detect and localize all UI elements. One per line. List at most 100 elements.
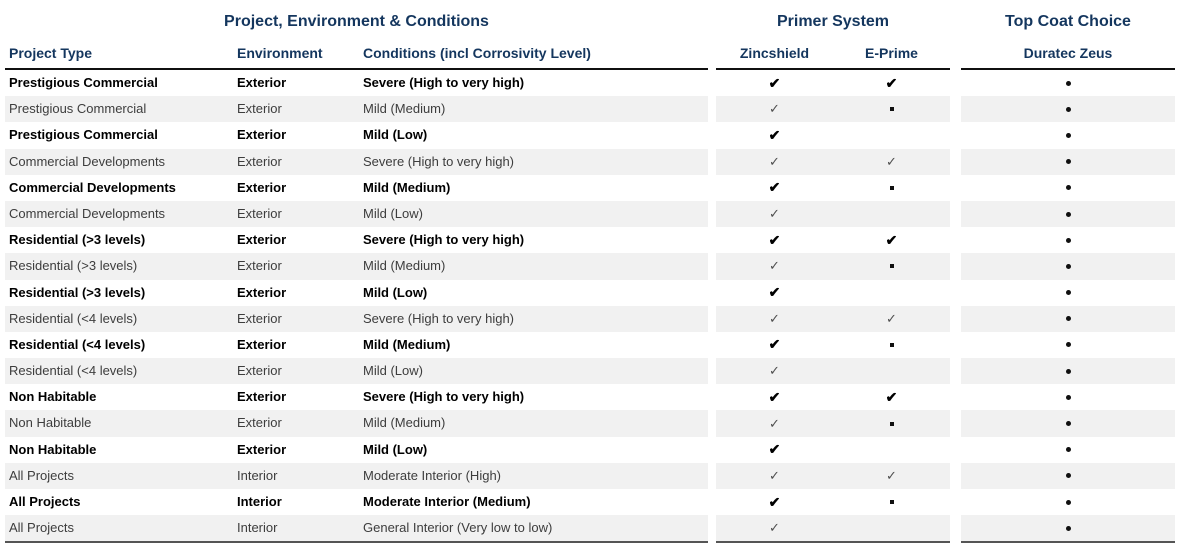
cell-zincshield: ✓ [716, 201, 833, 227]
row-left-section: Residential (<4 levels) Exterior Severe … [5, 305, 708, 332]
row-primer-section: ✔ [716, 489, 950, 515]
check-icon: ✔ [768, 74, 781, 91]
cell-eprime: ✔ [833, 384, 950, 410]
row-topcoat-section [961, 148, 1175, 175]
cell-conditions: Mild (Medium) [363, 258, 446, 274]
group-header-topcoat-section: Top Coat Choice [961, 12, 1175, 32]
row-primer-section: ✔ [716, 175, 950, 201]
row-topcoat-section [961, 122, 1175, 148]
square-icon [889, 185, 894, 190]
cell-project-type: All Projects [9, 520, 75, 536]
cell-zincshield: ✓ [716, 358, 833, 384]
row-primer-section: ✓ [716, 253, 950, 280]
cell-zincshield: ✓ [716, 515, 833, 541]
cell-zincshield: ✔ [716, 175, 833, 201]
section-gap [708, 45, 716, 70]
check-icon: ✔ [768, 493, 781, 510]
column-header-project-type: Project Type [9, 45, 92, 61]
cell-conditions: Mild (Medium) [363, 415, 446, 431]
table-row: All Projects Interior Moderate Interior … [0, 462, 1180, 489]
check-icon: ✔ [885, 74, 898, 91]
bullet-icon [1065, 368, 1071, 374]
bullet-icon [1065, 525, 1071, 531]
cell-conditions: Mild (Medium) [363, 336, 451, 352]
bullet-icon [1065, 290, 1071, 296]
check-icon: ✓ [769, 415, 780, 431]
column-header-environment: Environment [237, 45, 323, 61]
table-row: Commercial Developments Exterior Mild (L… [0, 200, 1180, 228]
row-topcoat-section [961, 437, 1175, 463]
check-icon: ✓ [886, 153, 897, 169]
cell-zincshield: ✓ [716, 306, 833, 332]
cell-duratec-zeus [961, 201, 1175, 227]
section-gap [708, 149, 716, 175]
cell-environment: Exterior [237, 127, 287, 143]
cell-zincshield: ✔ [716, 70, 833, 96]
row-left-section: Commercial Developments Exterior Mild (M… [5, 175, 708, 201]
row-left-section: Non Habitable Exterior Mild (Low) [5, 437, 708, 463]
cell-duratec-zeus [961, 96, 1175, 122]
cell-project-type: Non Habitable [9, 441, 97, 457]
section-gap [708, 306, 716, 332]
cell-environment: Exterior [237, 179, 287, 195]
cell-project-type: Non Habitable [9, 389, 97, 405]
table-row: All Projects Interior Moderate Interior … [0, 489, 1180, 515]
bullet-icon [1065, 237, 1071, 243]
row-primer-section: ✓ ✓ [716, 462, 950, 489]
bullet-icon [1065, 316, 1071, 322]
cell-eprime [833, 96, 950, 122]
table-row: Non Habitable Exterior Mild (Medium) ✓ [0, 410, 1180, 437]
table-bottom-rule [0, 541, 1180, 544]
cell-project-type: Residential (<4 levels) [9, 363, 138, 379]
cell-conditions: General Interior (Very low to low) [363, 520, 553, 536]
section-gap [708, 358, 716, 384]
column-header-row: Project Type Environment Conditions (inc… [0, 45, 1180, 70]
cell-duratec-zeus [961, 463, 1175, 489]
section-gap [950, 541, 961, 543]
cell-conditions: Mild (Low) [363, 127, 428, 143]
cell-project-type: Prestigious Commercial [9, 75, 158, 90]
bottom-rule-left [5, 541, 708, 544]
cell-eprime [833, 489, 950, 515]
cell-conditions: Mild (Medium) [363, 179, 451, 195]
check-icon: ✓ [886, 467, 897, 483]
group-header-left-section: Project, Environment & Conditions [5, 12, 708, 32]
row-left-section: Residential (>3 levels) Exterior Severe … [5, 227, 708, 253]
check-icon: ✓ [769, 467, 780, 483]
cell-conditions: Mild (Low) [363, 363, 423, 379]
table-row: Commercial Developments Exterior Severe … [0, 148, 1180, 175]
cell-eprime [833, 122, 950, 148]
section-gap [708, 410, 716, 436]
section-gap [950, 70, 961, 96]
row-left-section: Non Habitable Exterior Mild (Medium) [5, 410, 708, 437]
cell-duratec-zeus [961, 70, 1175, 96]
cell-environment: Exterior [237, 153, 282, 169]
check-icon: ✓ [886, 310, 897, 326]
section-gap [950, 149, 961, 175]
section-gap [708, 280, 716, 306]
section-gap [708, 463, 716, 489]
square-icon [889, 342, 894, 347]
section-gap [950, 306, 961, 332]
square-icon [889, 264, 894, 269]
row-topcoat-section [961, 227, 1175, 253]
cell-project-type: Residential (>3 levels) [9, 232, 146, 248]
cell-duratec-zeus [961, 306, 1175, 332]
section-gap [708, 515, 716, 541]
cell-zincshield: ✓ [716, 149, 833, 175]
section-gap [708, 122, 716, 148]
section-gap [950, 410, 961, 436]
check-icon: ✔ [768, 284, 781, 301]
cell-environment: Exterior [237, 363, 282, 379]
bullet-icon [1065, 211, 1071, 217]
cell-zincshield: ✓ [716, 463, 833, 489]
bottom-rule-primer [716, 541, 950, 544]
row-left-section: Residential (<4 levels) Exterior Mild (M… [5, 332, 708, 358]
row-topcoat-section [961, 332, 1175, 358]
cell-project-type: All Projects [9, 494, 81, 509]
table-row: All Projects Interior General Interior (… [0, 515, 1180, 542]
cell-duratec-zeus [961, 515, 1175, 541]
row-topcoat-section [961, 305, 1175, 332]
column-header-eprime: E-Prime [865, 45, 918, 61]
section-gap [708, 541, 716, 543]
